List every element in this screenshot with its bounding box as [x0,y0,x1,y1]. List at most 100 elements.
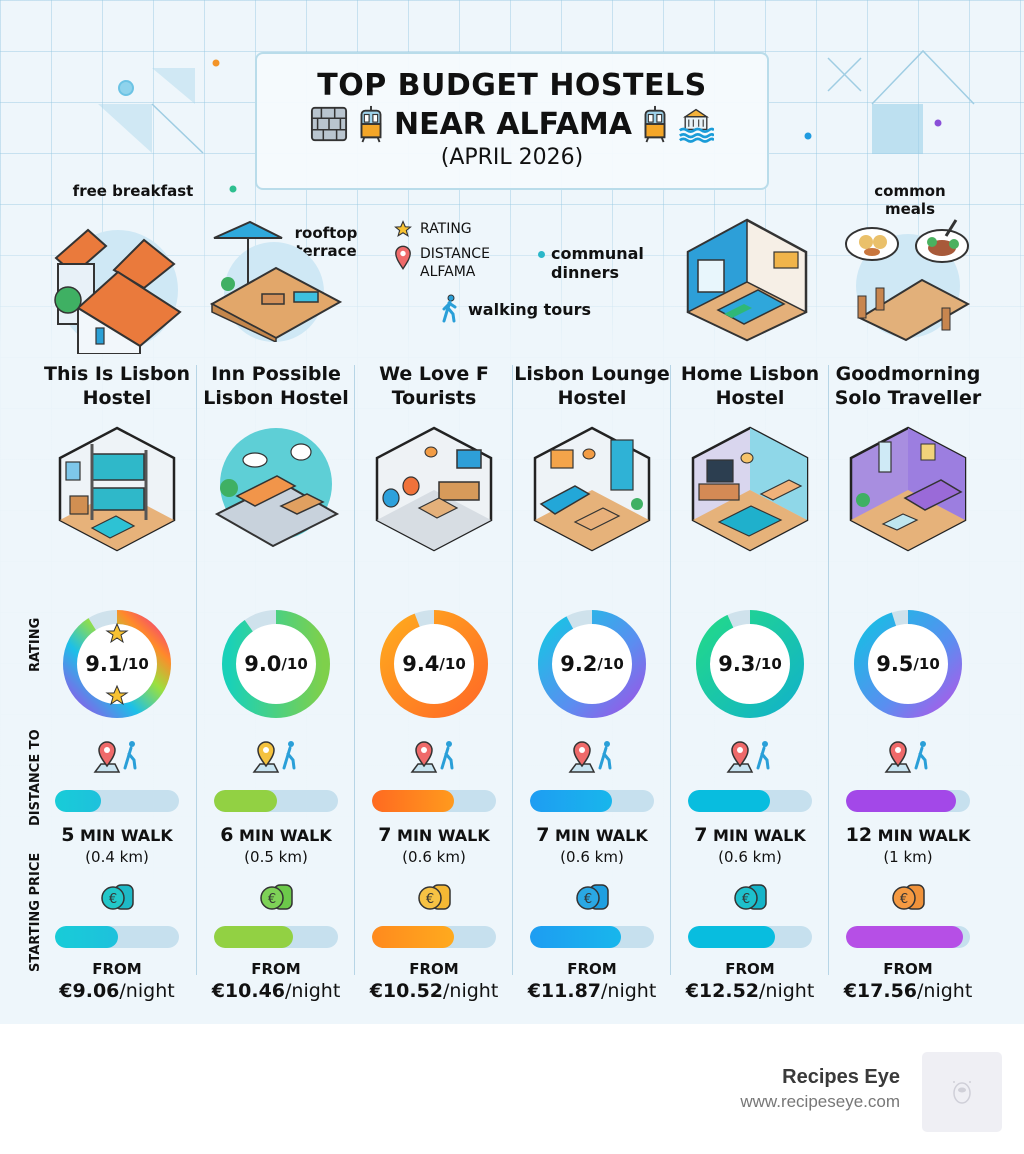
price-bar [55,926,179,948]
hostel-column: Home Lisbon Hostel 9.3/10 7 MIN WALK (0.… [671,362,829,1002]
price-bar-fill [214,926,294,948]
distance-bar [372,790,496,812]
column-divider [828,365,829,975]
rating-value: 9.2/10 [534,606,650,722]
euro-coins-icon: € [418,884,451,910]
rating-value: 9.5/10 [850,606,966,722]
hostel-name: Home Lisbon Hostel [680,363,820,409]
price-amount: €12.52 [685,980,760,1002]
rating-denominator: /10 [755,655,782,673]
euro-coins-icon: € [260,884,293,910]
rating-number: 9.0 [244,652,282,676]
walk-unit: MIN WALK [239,826,332,845]
euro-coins-icon: € [576,884,609,910]
rating-number: 9.3 [718,652,756,676]
walk-unit: MIN WALK [80,826,173,845]
distance-bar [688,790,812,812]
price-from-label: FROM [409,960,459,978]
rating-ring: 9.2/10 [534,606,650,722]
distance-bar-fill [688,790,770,812]
walking-person-icon [442,294,457,323]
walk-distance: (0.4 km) [85,848,149,866]
price-bar-fill [372,926,454,948]
rating-number: 9.2 [560,652,598,676]
legend-rating-label: RATING [420,221,472,237]
rating-ring: 9.4/10 [376,606,492,722]
legend-distance: DISTANCE ALFAMA [394,245,500,281]
map-pin-walking-icon [252,741,296,773]
distance-bar [214,790,338,812]
legend-communal-dinners: communal dinners [538,244,661,282]
price-value: €10.52/night [355,980,513,1002]
map-pin-icon [395,245,411,271]
walk-distance: (1 km) [883,848,933,866]
tram-icon [360,105,382,143]
lounge-terrace-icon [214,428,340,548]
walk-time: 7 MIN WALK [355,824,513,846]
feature-free-breakfast: free breakfast [72,182,194,200]
price-bar [530,926,654,948]
rating-value: 9.3/10 [692,606,808,722]
walk-time: 7 MIN WALK [671,824,829,846]
svg-text:€: € [900,892,908,907]
walk-unit: MIN WALK [397,826,490,845]
price-from-label: FROM [725,960,775,978]
rating-denominator: /10 [913,655,940,673]
walk-minutes: 7 [694,824,708,846]
hostel-column: This Is Lisbon Hostel 9.1/10 5 MIN WALK … [38,362,196,1002]
walk-time: 6 MIN WALK [197,824,355,846]
price-bar [846,926,970,948]
price-value: €11.87/night [513,980,671,1002]
distance-bar-fill [214,790,278,812]
price-bar-fill [530,926,621,948]
distance-bar-fill [846,790,957,812]
feature-rooftop-terrace: rooftop terrace [294,224,358,260]
hostel-column: Inn Possible Lisbon Hostel 9.0/10 6 MIN … [197,362,355,1002]
price-bar-fill [846,926,963,948]
brand-url[interactable]: www.recipeseye.com [740,1092,900,1111]
rating-number: 9.5 [876,652,914,676]
walk-time: 5 MIN WALK [38,824,196,846]
distance-bar-fill [55,790,101,812]
map-pin-walking-icon [410,741,454,773]
svg-text:€: € [584,892,592,907]
walk-unit: MIN WALK [713,826,806,845]
price-from-label: FROM [567,960,617,978]
communal-dinners-label: communal dinners [551,244,644,282]
hostel-name: Inn Possible Lisbon Hostel [203,363,349,409]
walk-time: 12 MIN WALK [829,824,987,846]
hostel-column: We Love F Tourists 9.4/10 7 MIN WALK (0.… [355,362,513,1002]
column-divider [354,365,355,975]
walk-time: 7 MIN WALK [513,824,671,846]
price-bar [372,926,496,948]
common-meals-illustration-icon [845,219,971,342]
euro-coins-icon: € [101,884,134,910]
walking-tours-label: walking tours [468,299,592,319]
footer [0,1024,1024,1154]
waterfront-monument-icon [679,108,715,143]
price-amount: €17.56 [843,980,918,1002]
rating-value: 9.4/10 [376,606,492,722]
price-from-label: FROM [92,960,142,978]
rating-ring: 9.5/10 [850,606,966,722]
column-divider [512,365,513,975]
price-amount: €9.06 [59,980,120,1002]
rating-ring: 9.0/10 [218,606,334,722]
euro-coins-icon: € [734,884,767,910]
map-pin-walking-icon [726,741,770,773]
svg-text:€: € [268,892,276,907]
rating-donut [222,610,330,718]
price-per: /night [443,980,499,1002]
price-bar-fill [688,926,775,948]
walk-minutes: 6 [220,824,234,846]
euro-coins-icon: € [892,884,925,910]
lounge-room-icon [533,426,651,552]
price-value: €9.06/night [38,980,196,1002]
svg-text:€: € [109,892,117,907]
walk-distance: (0.6 km) [402,848,466,866]
title-line1: TOP BUDGET HOSTELS [317,68,707,103]
price-per: /night [285,980,341,1002]
star-icon [394,220,412,237]
price-value: €12.52/night [671,980,829,1002]
tram-icon [644,105,666,143]
